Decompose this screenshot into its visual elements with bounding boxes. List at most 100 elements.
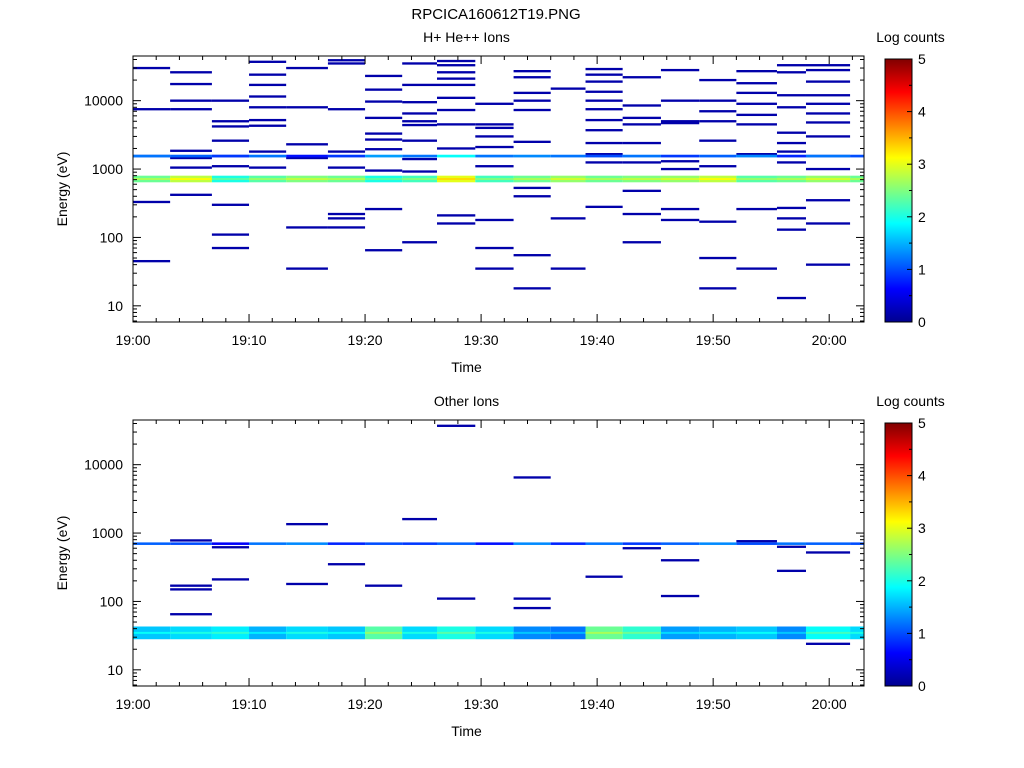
count-cell [805,263,851,266]
count-cell [249,60,287,63]
y-tick-label: 1000 [92,525,123,541]
band-core-cell [437,177,476,180]
count-cell [402,120,438,123]
count-cell [133,66,171,70]
count-cell [249,118,287,122]
count-cell [513,91,551,95]
count-cell [475,126,514,130]
line_1550-cell [776,154,806,158]
count-cell [211,165,250,168]
count-cell [622,76,661,79]
count-cell [805,102,851,105]
count-cell [286,226,328,229]
count-cell [513,606,551,610]
band-core-cell [365,631,403,634]
count-cell [805,121,851,124]
count-cell [660,120,700,123]
line_1550-cell [736,154,777,158]
band-core-cell [475,177,514,180]
line_700-cell [805,542,851,545]
band-core-cell [286,177,328,180]
count-cell [437,597,476,600]
x-tick-label: 19:50 [696,332,731,348]
count-cell [660,68,700,72]
band-core-cell [736,631,777,634]
y-tick-label: 100 [100,229,124,245]
count-cell [365,169,403,172]
band-core-cell [660,631,700,634]
count-cell [776,94,806,97]
count-cell [776,206,806,210]
count-cell [365,74,403,78]
count-cell [776,141,806,145]
count-cell [585,90,623,93]
line_700-cell [211,542,250,545]
count-cell [805,80,851,83]
count-cell [133,108,171,111]
line_700-cell [327,542,366,545]
count-cell [249,73,287,76]
count-cell [327,226,366,229]
count-cell [170,71,212,74]
count-cell [249,83,287,87]
count-cell [327,217,366,220]
y-tick-label: 10 [107,662,123,678]
count-cell [736,91,777,95]
count-cell [585,141,623,145]
x-tick-label: 19:20 [348,332,383,348]
band-core-cell [211,631,250,634]
top-panel-h-he-ions: 19:00 19:10 19:20 19:30 19:40 19:50 20:0010100… [54,29,945,375]
band-core-cell [170,177,212,180]
band-core-cell [170,631,212,634]
line_700-cell [437,542,476,545]
count-cell [585,80,623,83]
y-tick-label: 10000 [84,457,123,473]
count-cell [211,578,250,581]
count-cell [513,108,551,112]
line_1550-cell [402,154,438,158]
count-cell [365,116,403,120]
x-tick-label: 19:20 [348,696,383,712]
count-cell [660,121,700,125]
count-cell [550,217,586,220]
count-cell [736,153,777,156]
line_1550-cell [622,154,661,158]
line_1550-cell [475,154,514,158]
colorbar [884,422,913,687]
count-cell [249,124,287,127]
count-cell [365,249,403,252]
count-cell [249,106,287,109]
band-core-cell [211,177,250,180]
count-cell [660,99,700,102]
count-cell [211,120,250,123]
colorbar-tick-label: 1 [918,261,926,277]
count-cell [585,575,623,578]
colorbar-tick-label: 0 [918,678,926,694]
band-core-cell [475,631,514,634]
line_700-cell [550,542,586,545]
count-cell [622,104,661,107]
x-tick-label: 19:00 [115,332,150,348]
count-cell [402,112,438,115]
count-cell [286,143,328,146]
count-cell [286,522,328,526]
count-cell [736,70,777,73]
line_700-cell [475,542,514,545]
count-cell [699,99,737,102]
count-cell [286,106,328,109]
count-cell [402,170,438,173]
colorbar [884,58,913,323]
count-cell [776,71,806,74]
count-cell [736,207,777,211]
count-cell [513,254,551,257]
band-core-cell [286,631,328,634]
x-tick-label: 19:00 [115,696,150,712]
count-cell [365,88,403,91]
count-cell [622,547,661,550]
line_700-cell [776,542,806,545]
y-axis-label: Energy (eV) [54,516,70,591]
count-cell [170,99,212,102]
band-core-cell [805,177,851,180]
count-cell [170,166,212,169]
count-cell [736,267,777,270]
